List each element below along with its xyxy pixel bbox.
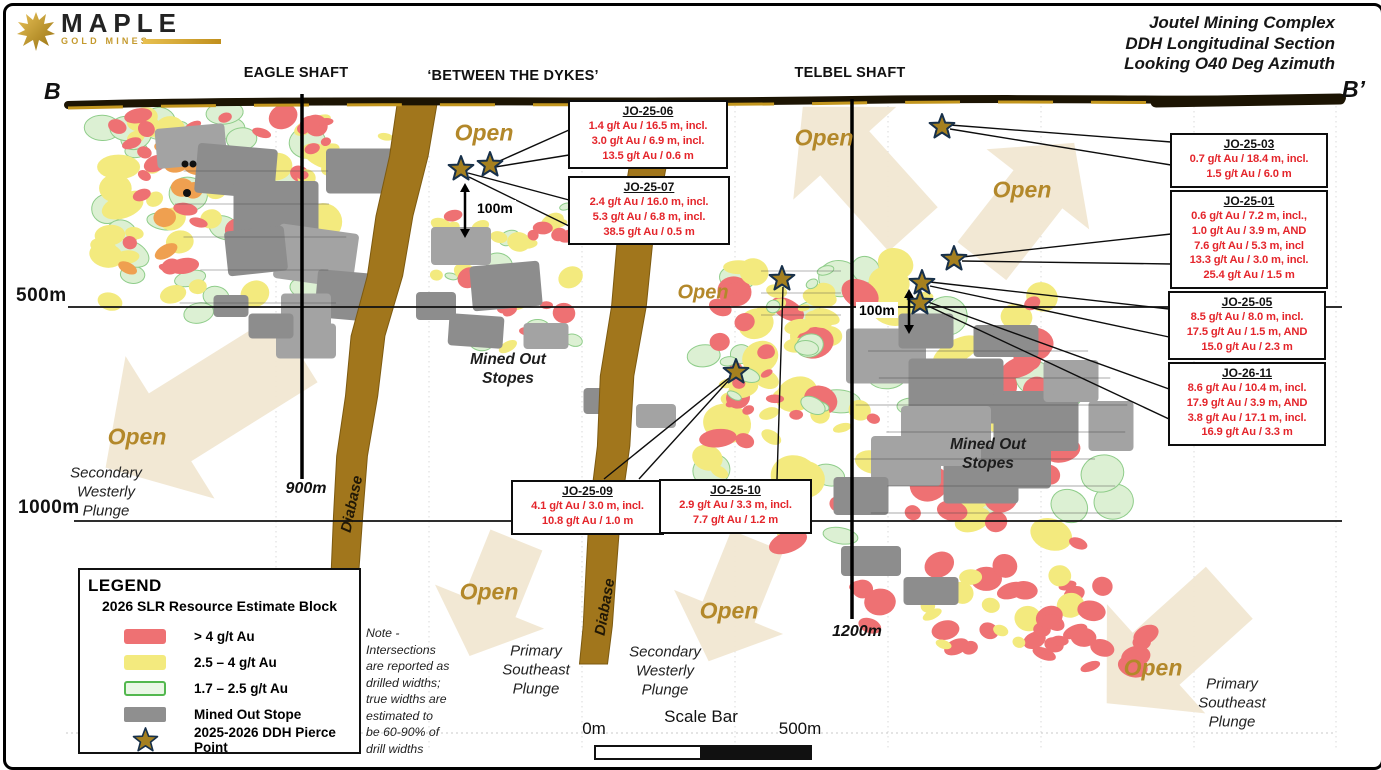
drill-box-jo-25-09: JO-25-09 4.1 g/t Au / 3.0 m, incl. 10.8 … (511, 480, 664, 535)
maple-leaf-logo-icon (17, 12, 55, 51)
drill-intercepts: 1.4 g/t Au / 16.5 m, incl. 3.0 g/t Au / … (588, 120, 708, 162)
drill-intercepts: 0.6 g/t Au / 7.2 m, incl., 1.0 g/t Au / … (1189, 210, 1309, 282)
mined-out-swatch (124, 706, 166, 722)
scale-100m-right: 100m (856, 302, 898, 318)
legend-row-pierce-point: 2025-2026 DDH Pierce Point (88, 725, 351, 755)
pierce-point-star-icon (132, 726, 158, 752)
mined-out-stopes-label-eagle: Mined Out Stopes (470, 351, 546, 387)
drill-intercepts: 2.4 g/t Au / 16.0 m, incl. 5.3 g/t Au / … (589, 196, 709, 238)
intersections-note: Note - Intersections are reported as dri… (366, 626, 450, 756)
drill-hole-id: JO-25-10 (710, 483, 761, 497)
section-marker-b: B (44, 78, 61, 104)
low-grade-swatch (124, 680, 166, 696)
open-label-upper-right: Open (992, 176, 1052, 203)
telbel-shaft-label: TELBEL SHAFT (794, 65, 906, 81)
legend-subtitle: 2026 SLR Resource Estimate Block (102, 598, 337, 614)
drill-intercepts: 8.6 g/t Au / 10.4 m, incl. 17.9 g/t Au /… (1186, 382, 1308, 439)
drill-hole-id: JO-25-05 (1221, 295, 1273, 309)
legend-row-mined-out: Mined Out Stope (88, 701, 351, 727)
scale-100m-left: 100m (474, 200, 516, 216)
eagle-shaft-depth-label: 900m (285, 480, 327, 497)
mined-out-stopes-label-telbel: Mined Out Stopes (950, 436, 1026, 472)
drill-hole-id: JO-25-01 (1223, 194, 1275, 208)
open-label-telbel-top: Open (794, 124, 854, 151)
primary-southeast-plunge-right: Primary Southeast Plunge (1198, 675, 1266, 731)
scale-bar-white-segment (594, 745, 702, 760)
legend-title: LEGEND (88, 576, 162, 595)
open-label-between-dykes: Open (454, 119, 514, 146)
drill-box-jo-25-06: JO-25-06 1.4 g/t Au / 16.5 m, incl. 3.0 … (568, 100, 728, 170)
scale-bar-end-label: 500m (778, 719, 822, 738)
legend-panel: LEGEND 2026 SLR Resource Estimate Block … (78, 568, 361, 755)
drill-box-jo-25-10: JO-25-10 2.9 g/t Au / 3.3 m, incl. 7.7 g… (659, 479, 812, 534)
title-line-1: Joutel Mining Complex (1148, 13, 1335, 32)
drill-box-jo-25-01: JO-25-01 0.6 g/t Au / 7.2 m, incl., 1.0 … (1170, 190, 1328, 289)
scale-bar-black-segment (702, 745, 812, 760)
drill-intercepts: 2.9 g/t Au / 3.3 m, incl. 7.7 g/t Au / 1… (679, 499, 792, 526)
drill-intercepts: 0.7 g/t Au / 18.4 m, incl. 1.5 g/t Au / … (1189, 153, 1309, 180)
title-line-3: Looking O40 Deg Azimuth (1124, 54, 1335, 73)
open-label-bottom-center-left: Open (459, 578, 519, 605)
drill-intercepts: 4.1 g/t Au / 3.0 m, incl. 10.8 g/t Au / … (531, 500, 644, 527)
mid-grade-swatch (124, 654, 166, 670)
drill-hole-id: JO-25-09 (562, 484, 613, 498)
scale-bar-start-label: 0m (582, 719, 606, 738)
logo-wordmark: MAPLE (61, 8, 182, 38)
title-line-2: DDH Longitudinal Section (1125, 33, 1335, 53)
scale-bar-title: Scale Bar (664, 707, 738, 726)
longitudinal-section-figure: MAPLE GOLD MINES Joutel Mining Complex D… (3, 3, 1381, 770)
drill-hole-id: JO-25-03 (1223, 137, 1275, 151)
logo-subtitle: GOLD MINES (61, 36, 221, 46)
primary-southeast-plunge-center: Primary Southeast Plunge (502, 642, 570, 698)
drill-intercepts: 8.5 g/t Au / 8.0 m, incl. 17.5 g/t Au / … (1186, 311, 1308, 353)
drill-box-jo-26-11: JO-26-11 8.6 g/t Au / 10.4 m, incl. 17.9… (1168, 362, 1326, 447)
legend-row-low-grade: 1.7 – 2.5 g/t Au (88, 675, 351, 701)
eagle-shaft-label: EAGLE SHAFT (243, 65, 349, 81)
between-the-dykes-label: ‘BETWEEN THE DYKES’ (427, 68, 599, 84)
open-label-500m: Open (677, 281, 729, 304)
open-label-lower-left: Open (107, 423, 167, 450)
open-label-bottom-center: Open (699, 597, 759, 624)
high-grade-swatch (124, 628, 166, 644)
telbel-shaft-depth-label: 1200m (832, 623, 882, 640)
depth-500m-label: 500m (16, 285, 67, 306)
drill-hole-id: JO-25-07 (623, 180, 675, 194)
section-canvas (64, 93, 1346, 751)
drill-hole-id: JO-26-11 (1221, 366, 1273, 380)
logo-gold-bar (143, 39, 221, 44)
drill-hole-id: JO-25-06 (622, 104, 674, 118)
maple-gold-logo: MAPLE GOLD MINES (16, 8, 221, 52)
section-marker-b-prime: B’ (1342, 76, 1365, 102)
secondary-westerly-plunge-left: Secondary Westerly Plunge (70, 464, 142, 520)
drill-box-jo-25-05: JO-25-05 8.5 g/t Au / 8.0 m, incl. 17.5 … (1168, 291, 1326, 361)
depth-1000m-label: 1000m (18, 497, 80, 518)
secondary-westerly-plunge-center: Secondary Westerly Plunge (629, 643, 701, 699)
legend-row-mid-grade: 2.5 – 4 g/t Au (88, 649, 351, 675)
legend-row-high-grade: > 4 g/t Au (88, 623, 351, 649)
open-label-bottom-right: Open (1123, 654, 1183, 681)
figure-title: Joutel Mining Complex DDH Longitudinal S… (1124, 13, 1335, 75)
drill-box-jo-25-07: JO-25-07 2.4 g/t Au / 16.0 m, incl. 5.3 … (568, 176, 730, 246)
drill-box-jo-25-03: JO-25-03 0.7 g/t Au / 18.4 m, incl. 1.5 … (1170, 133, 1328, 188)
